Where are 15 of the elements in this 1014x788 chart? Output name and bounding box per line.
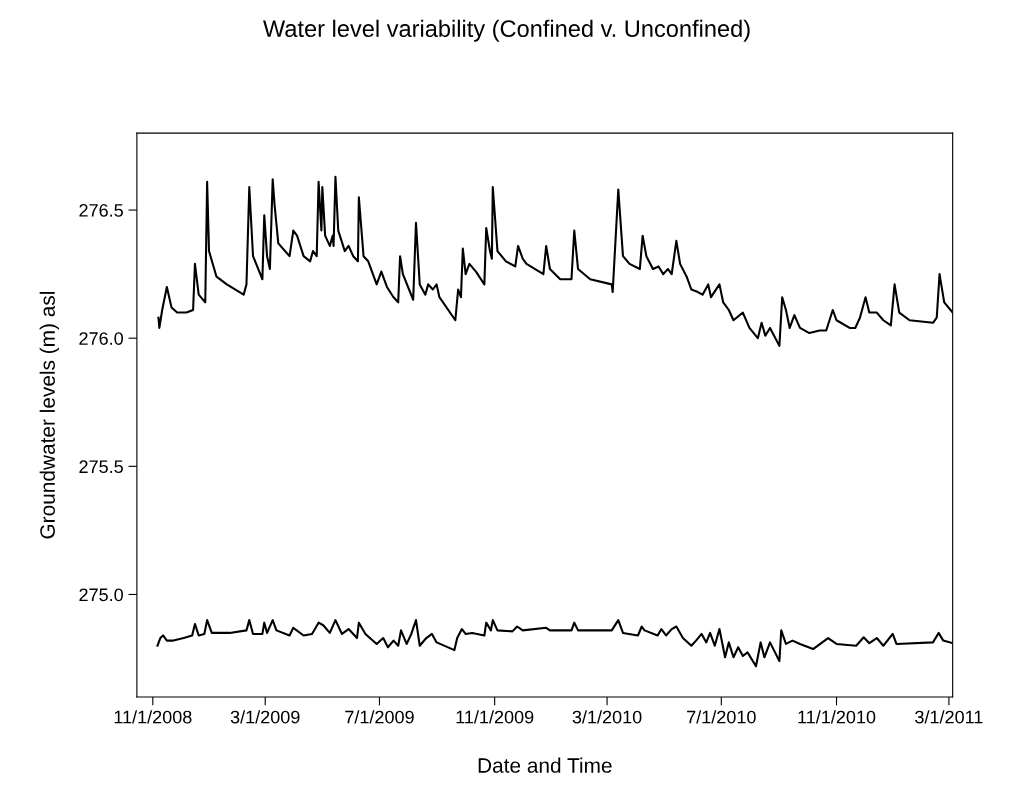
x-tick-label: 11/1/2008 (114, 710, 192, 724)
y-tick-label: 275.5 (79, 460, 123, 474)
y-axis-title: Groundwater levels (m) asl (39, 292, 60, 539)
x-tick-label: 11/1/2010 (798, 710, 876, 724)
y-tick-label: 275.0 (79, 588, 123, 602)
y-tick-label: 276.5 (79, 203, 123, 217)
x-tick-label: 3/1/2010 (572, 710, 642, 724)
y-tick-label: 276.0 (79, 332, 123, 345)
chart-title: Water level variability (Confined v. Unconfined) (263, 19, 750, 42)
x-tick-label: 3/1/2011 (915, 710, 983, 724)
x-tick-label: 3/1/2009 (230, 710, 300, 724)
x-axis-title: Date and Time (478, 757, 612, 773)
x-tick-label: 11/1/2009 (456, 710, 534, 724)
x-tick-label: 7/1/2010 (687, 710, 756, 724)
x-tick-label: 7/1/2009 (345, 710, 414, 724)
